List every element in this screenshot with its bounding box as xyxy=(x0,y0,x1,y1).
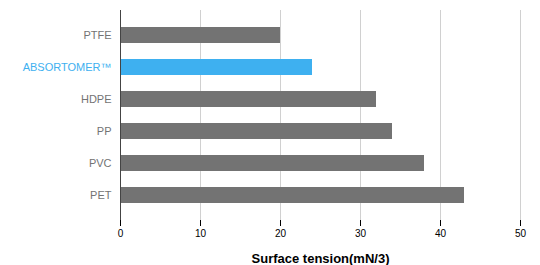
svg-text:0: 0 xyxy=(118,228,124,239)
svg-text:40: 40 xyxy=(435,228,447,239)
svg-text:PP: PP xyxy=(97,125,112,137)
svg-text:PVC: PVC xyxy=(89,157,112,169)
svg-text:10: 10 xyxy=(195,228,207,239)
svg-text:30: 30 xyxy=(355,228,367,239)
svg-text:Surface tension(mN/3): Surface tension(mN/3) xyxy=(252,251,390,265)
svg-text:PTFE: PTFE xyxy=(83,29,111,41)
svg-text:ABSORTOMER™: ABSORTOMER™ xyxy=(23,61,112,73)
svg-text:HDPE: HDPE xyxy=(81,93,112,105)
svg-text:PET: PET xyxy=(90,189,112,201)
svg-text:50: 50 xyxy=(515,228,527,239)
svg-text:20: 20 xyxy=(275,228,287,239)
